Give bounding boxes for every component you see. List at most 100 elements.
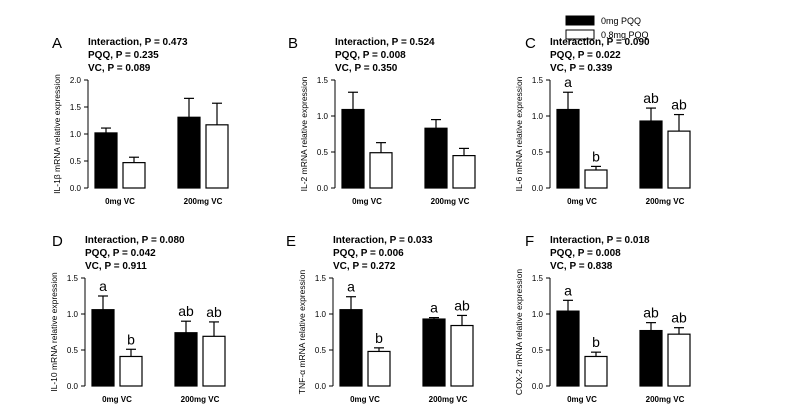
bar-e-0mg-vc-0mg-pqq [339,309,363,387]
legend-swatch-08mg-pqq [565,29,595,40]
significance-letter: ab [643,305,659,321]
bar-c-0mg-vc-0mg-pqq [556,108,580,189]
panel-a: A Interaction, P = 0.473 PQQ, P = 0.235 VC,… [52,35,229,206]
panel-letter: B [288,35,298,52]
y-tick-label: 0.0 [317,184,329,193]
stat-line: VC, P = 0.350 [335,63,398,74]
stat-line: PQQ, P = 0.006 [333,248,404,259]
significance-letter: a [430,300,438,316]
y-tick-label: 0.0 [315,382,327,391]
panel-letter: F [525,233,534,250]
bar-d-0mg-vc-0mg-pqq [91,309,115,387]
y-tick-label: 0.5 [532,148,544,157]
y-tick-label: 0.0 [532,382,544,391]
y-axis-label: IL-1β mRNA relative expression [52,74,62,194]
bar-f-200mg-vc-0mg-pqq [639,329,663,387]
x-category-label: 200mg VC [184,197,223,206]
y-tick-label: 0.0 [67,382,79,391]
panel-b: B Interaction, P = 0.524 PQQ, P = 0.008 VC,… [288,35,476,206]
bar-e-0mg-vc-08mg-pqq [367,350,391,387]
y-tick-label: 1.0 [317,112,329,121]
bar-f-200mg-vc-08mg-pqq [667,333,691,387]
bar-c-0mg-vc-08mg-pqq [584,169,608,189]
bar-f-0mg-vc-08mg-pqq [584,355,608,387]
y-tick-label: 1.0 [70,130,82,139]
significance-letter: a [99,278,107,294]
y-tick-label: 1.0 [315,310,327,319]
x-category-label: 200mg VC [646,197,685,206]
bar-a-0mg-vc-0mg-pqq [94,132,118,189]
stat-line: VC, P = 0.339 [550,63,613,74]
stat-line: PQQ, P = 0.008 [550,248,621,259]
y-axis-label: TNF-α mRNA relative expression [297,270,307,395]
y-tick-label: 0.5 [532,346,544,355]
stat-line: VC, P = 0.089 [88,63,151,74]
panel-e: E Interaction, P = 0.033 PQQ, P = 0.006 VC,… [286,233,474,404]
panel-letter: D [52,233,63,250]
bar-b-0mg-vc-08mg-pqq [369,152,393,189]
bar-b-200mg-vc-0mg-pqq [424,127,448,189]
y-tick-label: 0.0 [532,184,544,193]
y-tick-label: 2.0 [70,76,82,85]
significance-letter: b [592,148,600,164]
panel-letter: C [525,35,536,52]
y-tick-label: 1.0 [532,310,544,319]
legend-label-08mg-pqq: 0.8mg PQQ [601,30,649,40]
legend-label-0mg-pqq: 0mg PQQ [601,16,641,26]
y-axis-label: IL-2 mRNA relative expression [299,76,309,191]
y-tick-label: 1.5 [67,274,79,283]
stat-line: VC, P = 0.838 [550,261,613,272]
y-axis-label: IL-10 mRNA relative expression [49,272,59,392]
bar-b-0mg-vc-0mg-pqq [341,108,365,189]
significance-letter: b [375,330,383,346]
stat-line: PQQ, P = 0.235 [88,50,159,61]
y-tick-label: 1.5 [315,274,327,283]
y-axis-label: IL-6 mRNA relative expression [514,76,524,191]
significance-letter: ab [454,297,470,313]
bar-e-200mg-vc-08mg-pqq [450,324,474,387]
x-category-label: 0mg VC [350,395,380,404]
y-tick-label: 0.5 [67,346,79,355]
y-tick-label: 0.5 [317,148,329,157]
bar-c-200mg-vc-0mg-pqq [639,120,663,189]
significance-letter: ab [671,97,687,113]
bar-a-200mg-vc-08mg-pqq [205,124,229,189]
x-category-label: 200mg VC [646,395,685,404]
stat-line: VC, P = 0.272 [333,261,396,272]
panel-c: C Interaction, P = 0.090 PQQ, P = 0.022 VC,… [514,35,691,206]
bar-b-200mg-vc-08mg-pqq [452,155,476,189]
stat-line: VC, P = 0.911 [85,261,147,272]
stat-line: Interaction, P = 0.033 [333,235,433,246]
bar-d-200mg-vc-0mg-pqq [174,332,198,387]
significance-letter: a [564,74,572,90]
y-tick-label: 1.5 [532,76,544,85]
bar-a-200mg-vc-0mg-pqq [177,116,201,189]
bar-f-0mg-vc-0mg-pqq [556,310,580,387]
y-tick-label: 1.5 [70,103,82,112]
significance-letter: a [564,282,572,298]
legend-swatch-0mg-pqq [565,15,595,26]
bar-c-200mg-vc-08mg-pqq [667,130,691,189]
bar-d-200mg-vc-08mg-pqq [202,335,226,387]
y-tick-label: 1.5 [532,274,544,283]
x-category-label: 0mg VC [102,395,132,404]
panel-d: D Interaction, P = 0.080 PQQ, P = 0.042 VC,… [49,233,226,404]
stat-line: PQQ, P = 0.022 [550,50,621,61]
y-tick-label: 0.5 [315,346,327,355]
x-category-label: 200mg VC [181,395,220,404]
significance-letter: ab [643,90,659,106]
y-tick-label: 0.5 [70,157,82,166]
stat-line: Interaction, P = 0.473 [88,37,188,48]
significance-letter: ab [206,304,222,320]
stat-line: Interaction, P = 0.090 [550,37,650,48]
stat-line: Interaction, P = 0.018 [550,235,650,246]
bar-a-0mg-vc-08mg-pqq [122,162,146,189]
x-category-label: 0mg VC [567,197,597,206]
y-tick-label: 1.5 [317,76,329,85]
bar-d-0mg-vc-08mg-pqq [119,355,143,387]
y-tick-label: 0.0 [70,184,82,193]
stat-line: Interaction, P = 0.080 [85,235,185,246]
legend: 0mg PQQ 0.8mg PQQ [565,15,649,40]
panel-f: F Interaction, P = 0.018 PQQ, P = 0.008 VC,… [514,233,691,404]
